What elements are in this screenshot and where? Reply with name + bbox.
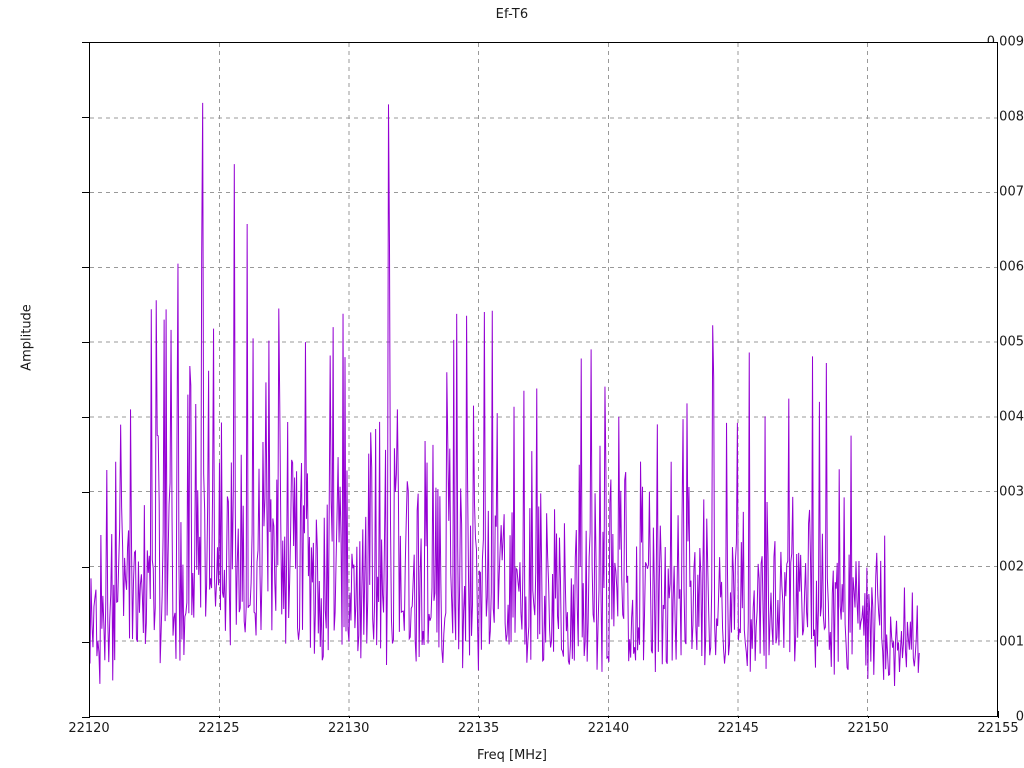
x-tick-label: 22130 — [328, 721, 370, 736]
y-axis-title: Amplitude — [19, 304, 35, 371]
y-tick-label: 0 — [1015, 709, 1024, 725]
x-tick-label: 22120 — [68, 721, 110, 736]
y-tick-mark — [82, 267, 89, 268]
x-tick-mark — [998, 711, 999, 718]
y-tick-mark — [82, 117, 89, 118]
y-tick-mark — [82, 192, 89, 193]
spectrum-trace — [90, 43, 997, 716]
x-tick-label: 22135 — [457, 721, 500, 736]
x-tick-label: 22155 — [977, 721, 1019, 736]
chart-title: Ef-T6 — [495, 7, 529, 22]
x-tick-label: 22145 — [717, 721, 759, 736]
y-tick-mark — [82, 492, 89, 493]
x-tick-label: 22125 — [198, 721, 240, 736]
y-tick-mark — [82, 567, 89, 568]
y-tick-mark — [82, 642, 89, 643]
x-axis-title: Freq [MHz] — [477, 748, 547, 763]
y-tick-mark — [82, 342, 89, 343]
x-tick-label: 22140 — [587, 721, 630, 736]
x-tick-label: 22150 — [847, 721, 889, 736]
y-tick-mark — [82, 417, 89, 418]
y-tick-mark — [82, 717, 89, 718]
y-tick-mark — [82, 42, 89, 43]
plot-area — [89, 42, 998, 717]
